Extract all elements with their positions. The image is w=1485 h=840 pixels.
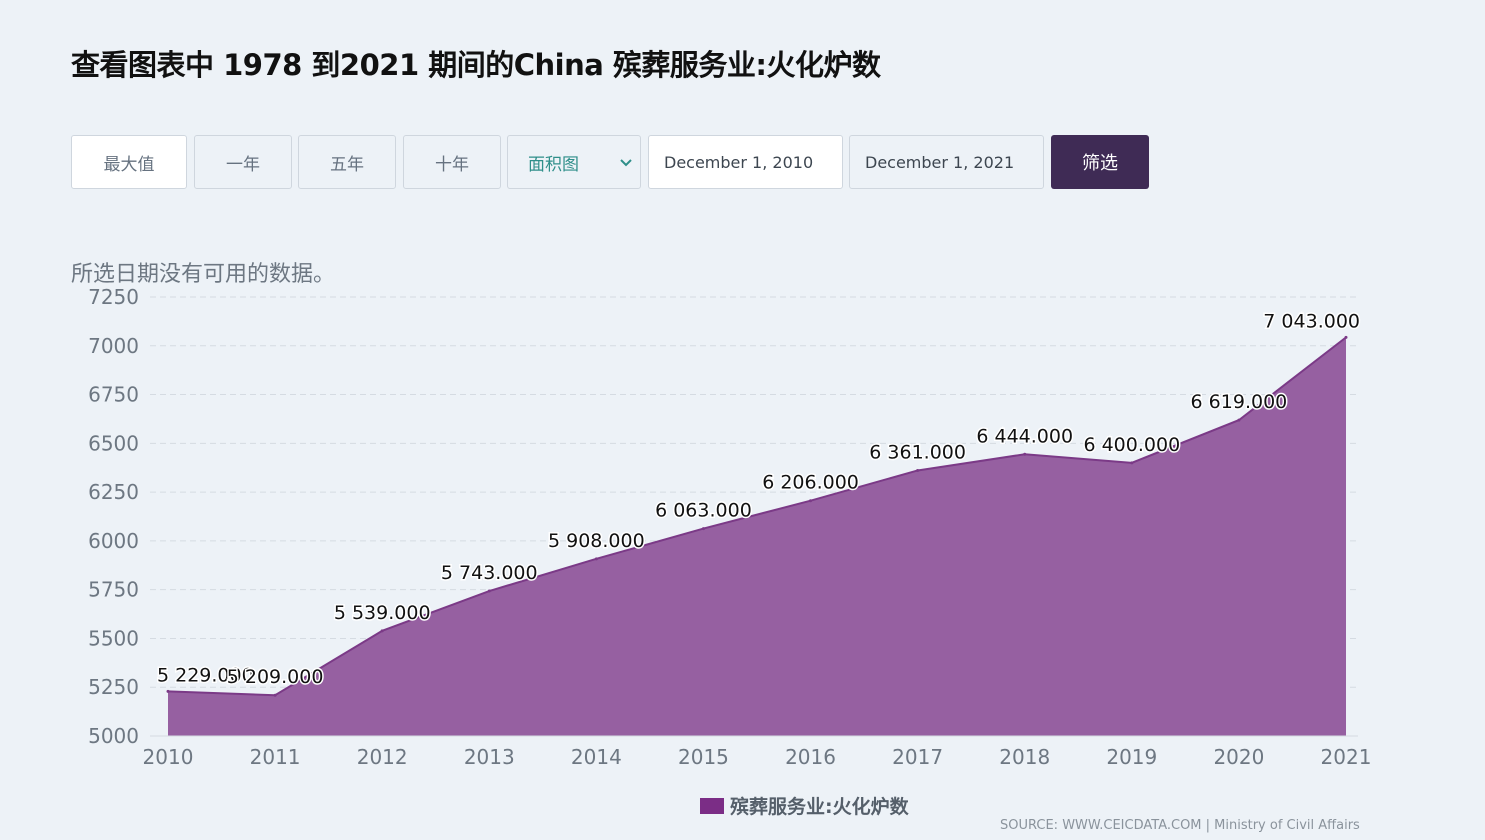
data-point — [594, 557, 598, 561]
chart-type-value: 面积图 — [528, 154, 579, 175]
data-label: 6 361.000 — [869, 441, 966, 463]
data-point — [1130, 461, 1134, 465]
data-point — [487, 589, 491, 593]
chart-type-select[interactable]: 面积图 — [507, 135, 641, 189]
x-tick-label: 2020 — [1213, 745, 1264, 769]
y-tick-label: 6250 — [88, 480, 139, 504]
x-tick-label: 2010 — [143, 745, 194, 769]
data-point — [380, 629, 384, 633]
x-tick-label: 2017 — [892, 745, 943, 769]
y-tick-label: 7000 — [88, 334, 139, 358]
data-label: 5 539.000 — [334, 602, 431, 624]
data-point — [1237, 418, 1241, 422]
data-point — [701, 527, 705, 531]
legend-swatch — [700, 797, 724, 814]
data-point — [809, 499, 813, 503]
y-tick-label: 7250 — [88, 285, 139, 309]
range-max-button[interactable]: 最大值 — [71, 135, 187, 189]
x-tick-label: 2021 — [1321, 745, 1372, 769]
no-data-message: 所选日期没有可用的数据。 — [71, 262, 336, 287]
data-label: 6 444.000 — [976, 425, 1073, 447]
y-tick-label: 6500 — [88, 431, 139, 455]
y-tick-label: 6750 — [88, 383, 139, 407]
area-fill — [168, 337, 1346, 736]
data-point — [916, 468, 920, 472]
chevron-down-icon — [620, 159, 632, 167]
page-title: 查看图表中 1978 到2021 期间的China 殡葬服务业:火化炉数 — [71, 48, 881, 82]
y-tick-label: 5250 — [88, 675, 139, 699]
range-10y-button[interactable]: 十年 — [403, 135, 501, 189]
legend-label: 殡葬服务业:火化炉数 — [730, 796, 909, 818]
range-1y-button[interactable]: 一年 — [194, 135, 292, 189]
range-5y-button[interactable]: 五年 — [298, 135, 396, 189]
data-point — [273, 693, 277, 697]
area-series-line — [167, 336, 1347, 697]
data-label: 6 206.000 — [762, 472, 859, 494]
x-tick-label: 2013 — [464, 745, 515, 769]
x-tick-label: 2014 — [571, 745, 622, 769]
data-label: 6 400.000 — [1083, 434, 1180, 456]
data-label: 5 229.000 — [157, 664, 254, 686]
data-label: 7 043.000 — [1263, 310, 1360, 332]
x-tick-label: 2012 — [357, 745, 408, 769]
y-tick-label: 6000 — [88, 529, 139, 553]
x-tick-label: 2015 — [678, 745, 729, 769]
data-label: 6 063.000 — [655, 500, 752, 522]
y-tick-label: 5000 — [88, 724, 139, 748]
data-point — [166, 689, 170, 693]
y-tick-label: 5500 — [88, 626, 139, 650]
data-label: 5 209.000 — [227, 666, 324, 688]
chart-legend[interactable]: 殡葬服务业:火化炉数 — [700, 792, 909, 819]
source-note: SOURCE: WWW.CEICDATA.COM | Ministry of C… — [1000, 818, 1360, 833]
filter-button[interactable]: 筛选 — [1051, 135, 1149, 189]
data-label: 5 743.000 — [441, 562, 538, 584]
y-tick-label: 5750 — [88, 578, 139, 602]
x-tick-label: 2018 — [999, 745, 1050, 769]
x-tick-label: 2016 — [785, 745, 836, 769]
start-date-input[interactable]: December 1, 2010 — [648, 135, 843, 189]
data-point — [1344, 335, 1348, 339]
data-label: 6 619.000 — [1191, 391, 1288, 413]
data-point — [1023, 452, 1027, 456]
end-date-input[interactable]: December 1, 2021 — [849, 135, 1044, 189]
x-tick-label: 2019 — [1106, 745, 1157, 769]
x-tick-label: 2011 — [250, 745, 301, 769]
data-label: 5 908.000 — [548, 530, 645, 552]
